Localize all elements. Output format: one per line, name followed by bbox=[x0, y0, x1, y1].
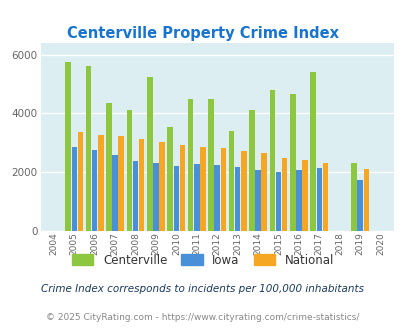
Bar bbox=[220, 148, 226, 231]
Bar bbox=[194, 164, 199, 231]
Bar bbox=[77, 132, 83, 231]
Bar bbox=[249, 111, 254, 231]
Bar bbox=[316, 168, 321, 231]
Bar bbox=[275, 172, 281, 231]
Bar bbox=[132, 161, 138, 231]
Bar bbox=[214, 165, 220, 231]
Bar bbox=[179, 145, 185, 231]
Bar bbox=[65, 62, 71, 231]
Bar bbox=[118, 136, 124, 231]
Bar bbox=[356, 180, 362, 231]
Bar bbox=[173, 166, 179, 231]
Bar bbox=[85, 66, 91, 231]
Bar bbox=[301, 160, 307, 231]
Bar bbox=[281, 158, 287, 231]
Bar bbox=[310, 72, 315, 231]
Bar bbox=[295, 171, 301, 231]
Bar bbox=[261, 153, 266, 231]
Bar bbox=[153, 163, 158, 231]
Bar bbox=[362, 169, 368, 231]
Bar bbox=[167, 127, 173, 231]
Bar bbox=[112, 155, 117, 231]
Bar bbox=[350, 163, 356, 231]
Bar bbox=[106, 103, 111, 231]
Bar bbox=[126, 111, 132, 231]
Bar bbox=[188, 99, 193, 231]
Legend: Centerville, Iowa, National: Centerville, Iowa, National bbox=[68, 250, 337, 270]
Bar bbox=[234, 167, 240, 231]
Bar bbox=[255, 171, 260, 231]
Bar bbox=[269, 90, 275, 231]
Bar bbox=[200, 147, 205, 231]
Bar bbox=[208, 99, 213, 231]
Bar bbox=[147, 77, 152, 231]
Text: Centerville Property Crime Index: Centerville Property Crime Index bbox=[67, 26, 338, 41]
Bar bbox=[241, 151, 246, 231]
Text: Crime Index corresponds to incidents per 100,000 inhabitants: Crime Index corresponds to incidents per… bbox=[41, 284, 364, 294]
Text: © 2025 CityRating.com - https://www.cityrating.com/crime-statistics/: © 2025 CityRating.com - https://www.city… bbox=[46, 313, 359, 322]
Bar bbox=[98, 135, 103, 231]
Bar bbox=[92, 150, 97, 231]
Bar bbox=[139, 139, 144, 231]
Bar bbox=[228, 131, 234, 231]
Bar bbox=[159, 142, 164, 231]
Bar bbox=[71, 147, 77, 231]
Bar bbox=[322, 163, 327, 231]
Bar bbox=[289, 94, 295, 231]
